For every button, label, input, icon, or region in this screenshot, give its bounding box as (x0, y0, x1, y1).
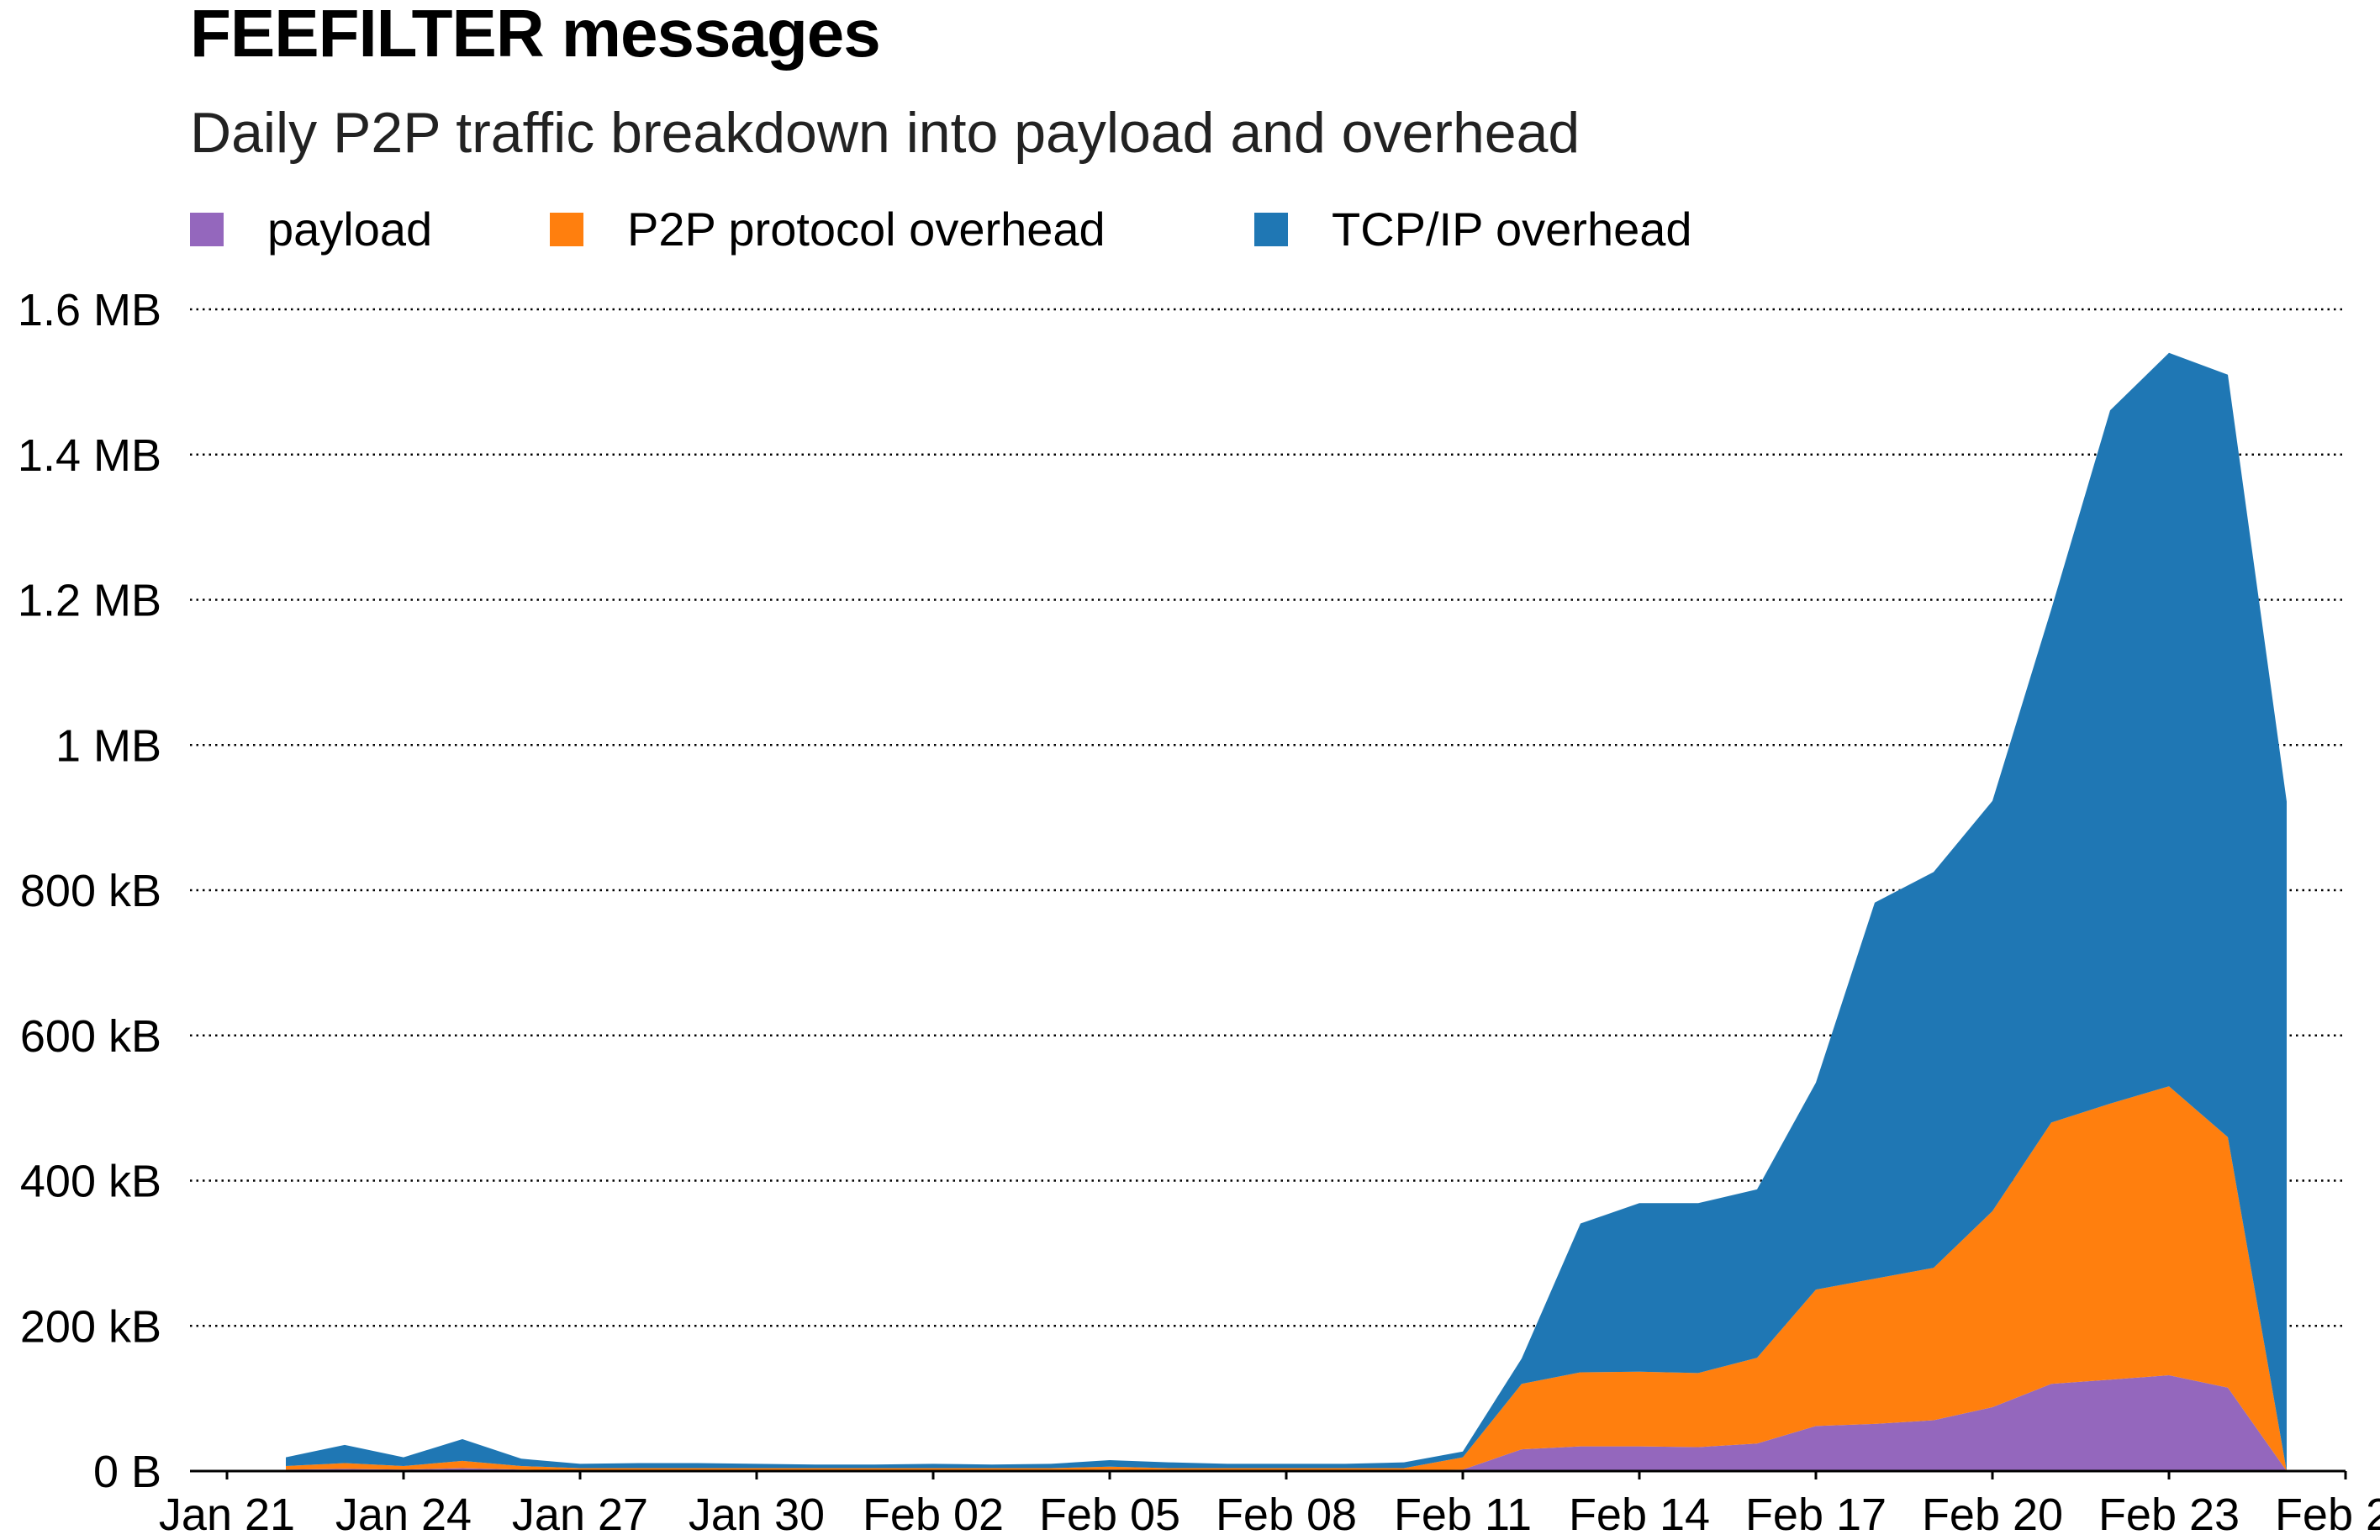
x-tick-label: Feb 20 (1922, 1490, 2063, 1540)
legend-swatch-p2p-overhead (550, 213, 583, 246)
x-tick-label: Feb 11 (1394, 1490, 1532, 1540)
x-tick-label: Jan 24 (335, 1490, 472, 1540)
x-tick-label: Feb 02 (863, 1490, 1004, 1540)
x-tick-label: Feb 05 (1039, 1490, 1180, 1540)
x-tick-label: Feb 08 (1216, 1490, 1357, 1540)
area-tcp-ip-overhead (286, 352, 2287, 1471)
y-tick-label: 1.2 MB (18, 576, 161, 626)
y-tick-label: 400 kB (20, 1157, 161, 1207)
y-tick-label: 1.4 MB (18, 430, 161, 481)
y-tick-label: 1 MB (55, 720, 161, 771)
legend-label-tcpip-overhead: TCP/IP overhead (1332, 203, 1692, 256)
x-tick-label: Jan 21 (159, 1490, 295, 1540)
area-payload (286, 1375, 2287, 1471)
legend-item-tcpip-overhead: TCP/IP overhead (1254, 200, 1692, 259)
legend-item-p2p-overhead: P2P protocol overhead (550, 200, 1106, 259)
y-tick-label: 200 kB (20, 1301, 161, 1352)
x-tick-label: Feb 23 (2098, 1490, 2240, 1540)
area-p2p-protocol-overhead (286, 1086, 2287, 1471)
chart-subtitle: Daily P2P traffic breakdown into payload… (190, 101, 1581, 165)
legend-swatch-tcpip-overhead (1254, 213, 1288, 246)
legend-item-payload: payload (190, 200, 432, 259)
x-tick-label: Feb 14 (1569, 1490, 1710, 1540)
y-tick-label: 600 kB (20, 1011, 161, 1062)
y-tick-label: 0 B (93, 1447, 161, 1497)
x-tick-label: Jan 27 (512, 1490, 648, 1540)
legend-swatch-payload (190, 213, 224, 246)
x-tick-label: Feb 17 (1745, 1490, 1887, 1540)
x-tick-label: Jan 30 (689, 1490, 825, 1540)
x-tick-label: Feb 26 (2275, 1490, 2380, 1540)
y-tick-label: 1.6 MB (18, 285, 161, 335)
y-tick-label: 800 kB (20, 866, 161, 916)
legend-label-payload: payload (267, 203, 433, 256)
chart-title: FEEFILTER messages (190, 0, 881, 71)
legend-label-p2p-overhead: P2P protocol overhead (627, 203, 1106, 256)
